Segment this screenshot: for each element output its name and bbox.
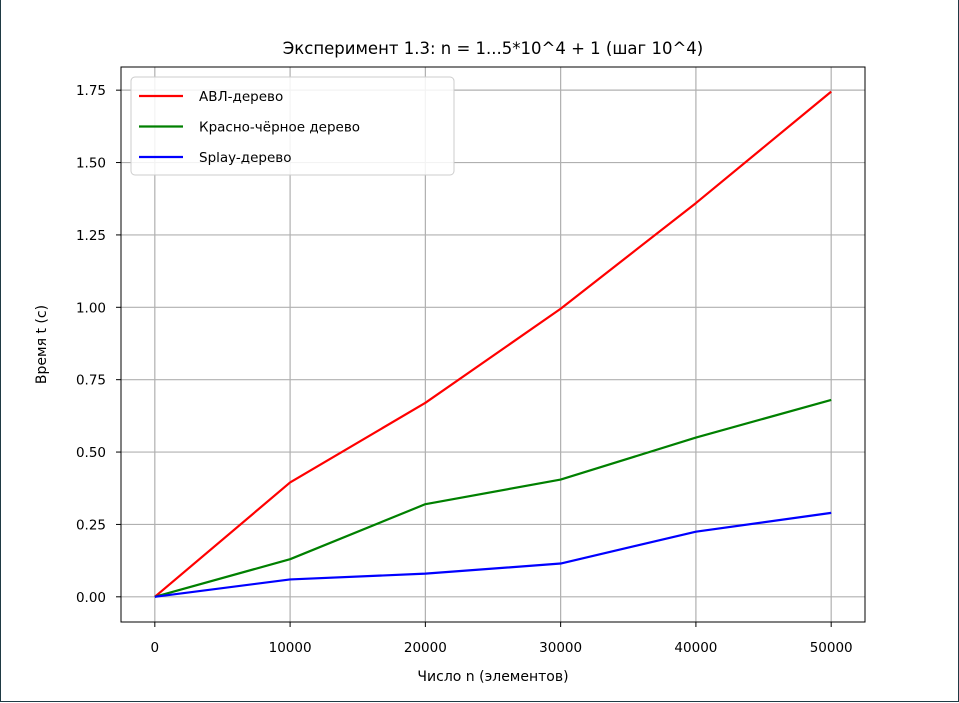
y-tick-label: 0.75	[76, 373, 106, 389]
plot-area	[120, 66, 866, 623]
series-line	[154, 90, 832, 598]
series-line	[154, 511, 832, 598]
legend-box	[130, 76, 455, 176]
chart-title: Эксперимент 1.3: n = 1...5*10^4 + 1 (шаг…	[283, 39, 703, 58]
y-tick-label: 1.25	[76, 228, 106, 244]
y-tick-label: 0.25	[76, 517, 106, 533]
y-tick-label: 1.75	[76, 83, 106, 99]
grid-lines	[121, 67, 865, 622]
x-tick-label: 50000	[810, 640, 853, 656]
y-axis-label: Время t (с)	[34, 305, 50, 384]
y-tick-label: 1.50	[76, 156, 106, 172]
series-line	[154, 398, 832, 598]
x-tick-label: 20000	[404, 640, 447, 656]
y-axis-ticks: 0.00 0.25 0.50 0.75 1.00 1.25 1.50 1.75	[76, 83, 121, 606]
x-tick-label: 30000	[539, 640, 582, 656]
x-tick-label: 40000	[674, 640, 717, 656]
series-lines	[154, 90, 832, 598]
x-tick-label: 10000	[269, 640, 312, 656]
x-axis-ticks: 0 10000 20000 30000 40000 50000	[151, 622, 853, 656]
y-tick-label: 0.50	[76, 445, 106, 461]
legend-label: Splay-дерево	[199, 150, 292, 166]
legend-label: АВЛ-дерево	[199, 89, 283, 105]
x-axis-label: Число n (элементов)	[417, 669, 568, 685]
legend-label: Красно-чёрное дерево	[199, 120, 360, 136]
y-tick-label: 1.00	[76, 300, 106, 316]
x-tick-label: 0	[151, 640, 160, 656]
legend: АВЛ-дерево Красно-чёрное дерево Splay-дере…	[130, 76, 455, 176]
y-tick-label: 0.00	[76, 590, 106, 606]
